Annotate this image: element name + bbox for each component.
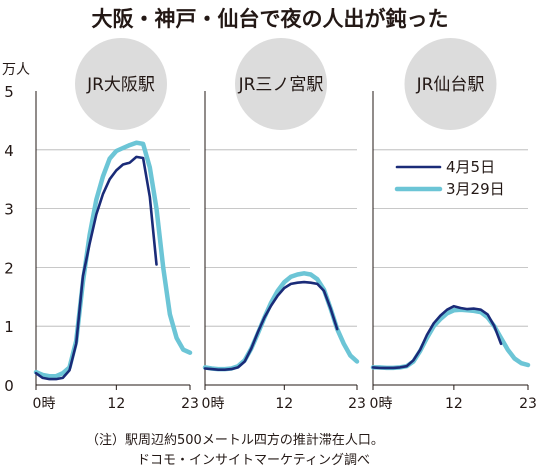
series-line-march29 [33,140,193,379]
x-tick-label: 12 [275,396,293,412]
y-tick-label: 0 [4,377,14,395]
x-tick-label: 0時 [33,396,56,412]
x-tick-label: 12 [445,396,463,412]
y-tick-label: 3 [4,201,14,219]
y-tick-label: 2 [4,259,14,277]
panel-3: JR仙台駅 0時 12 23 [370,38,537,412]
legend-label: 4月5日 [446,158,495,176]
panel-2: JR三ノ宮駅 0時 12 23 [202,38,366,412]
y-tick-label: 1 [4,318,14,336]
chart-title: 大阪・神戸・仙台で夜の人出が鈍った [92,7,449,31]
y-tick-label: 5 [4,83,14,101]
station-circle [75,38,167,130]
note-line-2: ドコモ・インサイトマーケティング調べ [137,453,370,468]
y-tick-label: 4 [4,142,14,160]
x-tick-label: 23 [519,396,537,412]
x-tick-label: 23 [348,396,366,412]
station-circle [404,38,497,130]
legend-label: 3月29日 [446,180,505,198]
series-line-april5 [371,304,503,370]
station-label: JR大阪駅 [86,75,155,95]
x-tick-label: 0時 [202,396,225,412]
x-tick-label: 12 [107,396,125,412]
series-line-april5 [203,280,339,372]
station-circle [235,38,327,130]
x-tick-label: 23 [181,396,199,412]
unit-label: 万人 [2,62,30,78]
series-line-march29 [370,307,531,371]
series-line-april5 [34,155,158,381]
station-label: JR三ノ宮駅 [238,75,324,95]
x-tick-label: 0時 [370,396,393,412]
legend: 4月5日 3月29日 [394,158,505,198]
station-label: JR仙台駅 [416,75,485,95]
note-line-1: （注）駅周辺約500メートル四方の推計滞在人口。 [86,432,384,448]
